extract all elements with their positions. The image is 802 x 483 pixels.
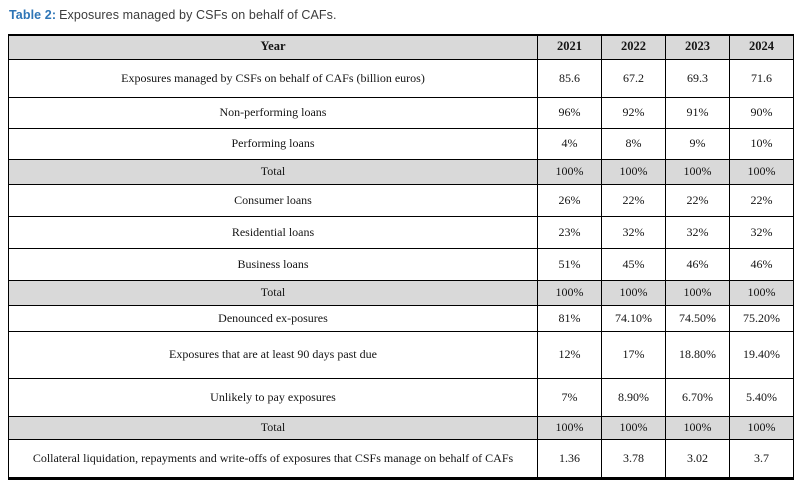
table-row: Unlikely to pay exposures 7% 8.90% 6.70%… (8, 377, 794, 417)
cell-value: 67.2 (601, 58, 666, 98)
cell-value: 32% (729, 215, 794, 249)
table-caption-label: Table 2: (9, 8, 57, 22)
cell-value: 46% (729, 247, 794, 281)
row-label: Exposures managed by CSFs on behalf of C… (8, 58, 538, 98)
table-total-row: Total 100% 100% 100% 100% (8, 158, 794, 185)
row-label: Total (8, 415, 538, 440)
cell-value: 4% (537, 127, 602, 160)
cell-value: 3.7 (729, 438, 794, 479)
cell-value: 5.40% (729, 377, 794, 417)
row-label: Business loans (8, 247, 538, 281)
cell-value: 18.80% (665, 330, 730, 379)
row-label: Non-performing loans (8, 96, 538, 129)
table-row: Non-performing loans 96% 92% 91% 90% (8, 96, 794, 129)
cell-value: 74.50% (665, 304, 730, 332)
row-label: Consumer loans (8, 183, 538, 217)
cell-value: 10% (729, 127, 794, 160)
row-label: Residential loans (8, 215, 538, 249)
table-caption: Table 2: Exposures managed by CSFs on beh… (9, 8, 794, 22)
cell-value: 19.40% (729, 330, 794, 379)
cell-value: 1.36 (537, 438, 602, 479)
cell-value: 92% (601, 96, 666, 129)
row-label: Performing loans (8, 127, 538, 160)
row-label: Exposures that are at least 90 days past… (8, 330, 538, 379)
table-total-row: Total 100% 100% 100% 100% (8, 415, 794, 440)
table-row: Consumer loans 26% 22% 22% 22% (8, 183, 794, 217)
row-label: Total (8, 279, 538, 306)
cell-value: 26% (537, 183, 602, 217)
cell-value: 12% (537, 330, 602, 379)
table-row: Business loans 51% 45% 46% 46% (8, 247, 794, 281)
cell-value: 96% (537, 96, 602, 129)
col-header-year: Year (8, 34, 538, 60)
table-row: Residential loans 23% 32% 32% 32% (8, 215, 794, 249)
cell-value: 100% (729, 279, 794, 306)
cell-value: 74.10% (601, 304, 666, 332)
cell-value: 69.3 (665, 58, 730, 98)
cell-value: 71.6 (729, 58, 794, 98)
table-header-row: Year 2021 2022 2023 2024 (8, 34, 794, 60)
cell-value: 81% (537, 304, 602, 332)
cell-value: 7% (537, 377, 602, 417)
cell-value: 22% (665, 183, 730, 217)
cell-value: 22% (729, 183, 794, 217)
cell-value: 3.78 (601, 438, 666, 479)
cell-value: 91% (665, 96, 730, 129)
cell-value: 32% (601, 215, 666, 249)
cell-value: 45% (601, 247, 666, 281)
cell-value: 100% (729, 158, 794, 185)
cell-value: 100% (601, 415, 666, 440)
cell-value: 46% (665, 247, 730, 281)
cell-value: 90% (729, 96, 794, 129)
cell-value: 23% (537, 215, 602, 249)
table-row: Collateral liquidation, repayments and w… (8, 438, 794, 479)
cell-value: 75.20% (729, 304, 794, 332)
cell-value: 9% (665, 127, 730, 160)
col-header-2023: 2023 (665, 34, 730, 60)
table-row: Exposures managed by CSFs on behalf of C… (8, 58, 794, 98)
cell-value: 100% (665, 279, 730, 306)
col-header-2021: 2021 (537, 34, 602, 60)
cell-value: 8.90% (601, 377, 666, 417)
cell-value: 3.02 (665, 438, 730, 479)
cell-value: 100% (601, 158, 666, 185)
row-label: Denounced ex-posures (8, 304, 538, 332)
cell-value: 100% (665, 415, 730, 440)
cell-value: 51% (537, 247, 602, 281)
cell-value: 100% (665, 158, 730, 185)
table-row: Exposures that are at least 90 days past… (8, 330, 794, 379)
exposures-table: Year 2021 2022 2023 2024 Exposures manag… (8, 34, 794, 480)
cell-value: 6.70% (665, 377, 730, 417)
col-header-2024: 2024 (729, 34, 794, 60)
table-caption-text: Exposures managed by CSFs on behalf of C… (59, 8, 337, 22)
cell-value: 32% (665, 215, 730, 249)
cell-value: 100% (537, 158, 602, 185)
cell-value: 17% (601, 330, 666, 379)
table-row: Performing loans 4% 8% 9% 10% (8, 127, 794, 160)
cell-value: 85.6 (537, 58, 602, 98)
cell-value: 100% (537, 279, 602, 306)
col-header-2022: 2022 (601, 34, 666, 60)
cell-value: 100% (601, 279, 666, 306)
table-total-row: Total 100% 100% 100% 100% (8, 279, 794, 306)
row-label: Unlikely to pay exposures (8, 377, 538, 417)
cell-value: 100% (729, 415, 794, 440)
cell-value: 8% (601, 127, 666, 160)
row-label: Collateral liquidation, repayments and w… (8, 438, 538, 479)
cell-value: 22% (601, 183, 666, 217)
row-label: Total (8, 158, 538, 185)
cell-value: 100% (537, 415, 602, 440)
table-row: Denounced ex-posures 81% 74.10% 74.50% 7… (8, 304, 794, 332)
